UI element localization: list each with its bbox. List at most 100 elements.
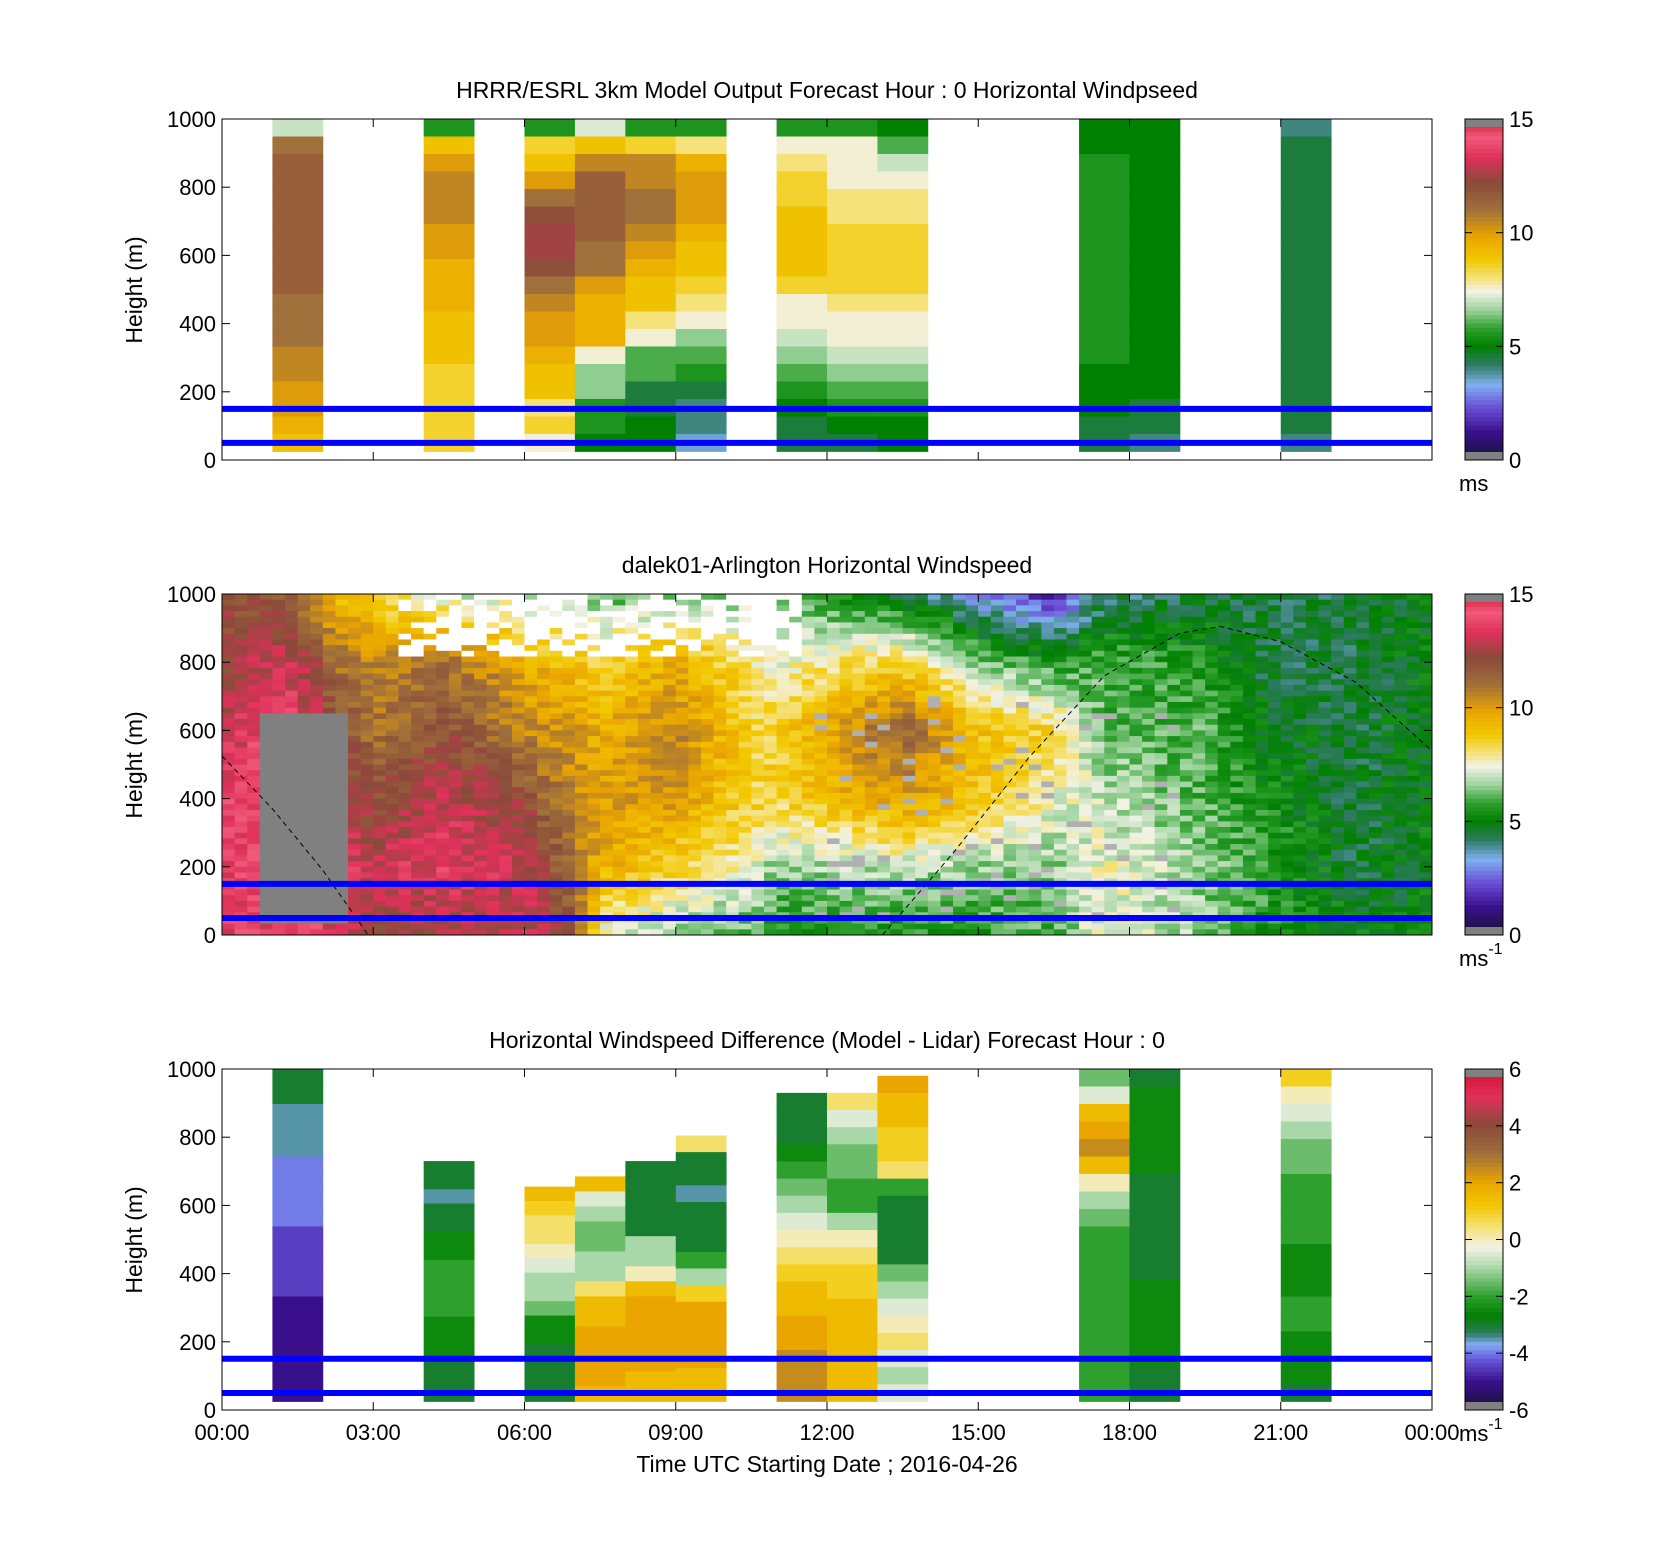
heatmap-cell [1179,650,1193,657]
heatmap-cell [562,679,576,686]
heatmap-cell [222,775,235,782]
heatmap-cell [524,605,538,612]
heatmap-cell [486,645,500,652]
heatmap-cell [234,650,248,657]
heatmap-cell [688,764,702,771]
heatmap-cell [1041,594,1055,601]
heatmap-cell [1016,628,1030,635]
heatmap-cell [877,684,891,692]
heatmap-cell [1041,684,1055,692]
heatmap-cell [272,815,286,822]
heatmap-cell [1066,832,1080,839]
heatmap-cell [310,701,324,709]
heatmap-cell [877,849,891,856]
heatmap-cell [827,594,840,601]
heatmap-cell [310,747,324,754]
heatmap-cell [486,770,500,777]
heatmap-cell [247,736,261,743]
heatmap-cell [776,223,828,242]
heatmap-cell [827,929,840,935]
heatmap-cell [398,866,412,873]
heatmap-cell [461,673,475,680]
heatmap-cell [272,136,324,155]
heatmap-cell [272,594,286,601]
heatmap-cell [272,923,286,930]
heatmap-cell [348,622,362,629]
heatmap-cell [915,724,929,731]
heatmap-cell [348,741,362,748]
heatmap-cell [310,821,324,828]
heatmap-cell [411,667,425,674]
heatmap-cell [713,815,727,822]
heatmap-cell [738,679,752,686]
heatmap-cell [1154,667,1168,674]
heatmap-cell [1142,781,1156,788]
heatmap-cell [259,690,273,697]
heatmap-cell [1104,872,1118,879]
heatmap-cell [1053,713,1067,720]
heatmap-cell [713,679,727,686]
heatmap-cell [259,929,273,935]
heatmap-cell [549,838,563,845]
heatmap-cell [1154,923,1168,930]
heatmap-cell [776,650,790,657]
heatmap-cell [234,696,248,703]
heatmap-cell [1079,770,1093,777]
heatmap-cell [713,701,727,709]
heatmap-cell [322,889,336,896]
heatmap-cell [1129,363,1181,382]
heatmap-cell [738,736,752,743]
heatmap-cell [663,775,677,782]
heatmap-cell [839,906,853,913]
heatmap-cell [562,775,576,782]
heatmap-cell [1129,328,1181,347]
heatmap-cell [637,861,651,868]
heatmap-cell [751,889,765,896]
heatmap-cell [990,855,1004,862]
heatmap-cell [322,622,336,629]
heatmap-cell [1041,809,1055,817]
heatmap-cell [423,628,437,635]
heatmap-cell [1142,639,1156,646]
heatmap-cell [486,622,500,629]
heatmap-cell [700,861,714,868]
heatmap-cell [436,736,450,743]
heatmap-cell [663,650,677,657]
heatmap-cell [222,679,235,686]
heatmap-cell [990,929,1004,935]
heatmap-cell [839,747,853,754]
heatmap-cell [902,724,916,731]
heatmap-cell [625,241,677,260]
heatmap-cell [612,775,626,782]
heatmap-cell [1142,667,1156,674]
heatmap-cell [839,719,853,726]
heatmap-cell [310,804,324,811]
heatmap-cell [1129,770,1143,777]
heatmap-cell [222,736,235,743]
heatmap-cell [877,154,929,172]
heatmap-cell [285,639,299,646]
heatmap-cell [537,889,551,896]
heatmap-cell [1129,667,1143,674]
heatmap-cell [335,639,349,646]
heatmap-cell [1079,747,1093,754]
heatmap-cell [448,622,462,629]
heatmap-cell [524,770,538,777]
heatmap-cell [801,633,815,640]
heatmap-cell [1142,787,1156,794]
heatmap-cell [726,838,740,845]
heatmap-cell [587,770,601,777]
heatmap-cell [1129,866,1143,873]
heatmap-cell [373,758,387,765]
heatmap-cell [1167,798,1181,805]
heatmap-cell [398,895,412,902]
heatmap-cell [348,730,362,737]
heatmap-cell [272,804,286,811]
heatmap-cell [222,656,235,663]
colorbar-swatch [1465,127,1503,133]
heatmap-cell [259,861,273,868]
heatmap-cell [625,906,639,913]
heatmap-cell [663,787,677,794]
heatmap-cell [360,667,374,674]
heatmap-cell [537,832,551,839]
